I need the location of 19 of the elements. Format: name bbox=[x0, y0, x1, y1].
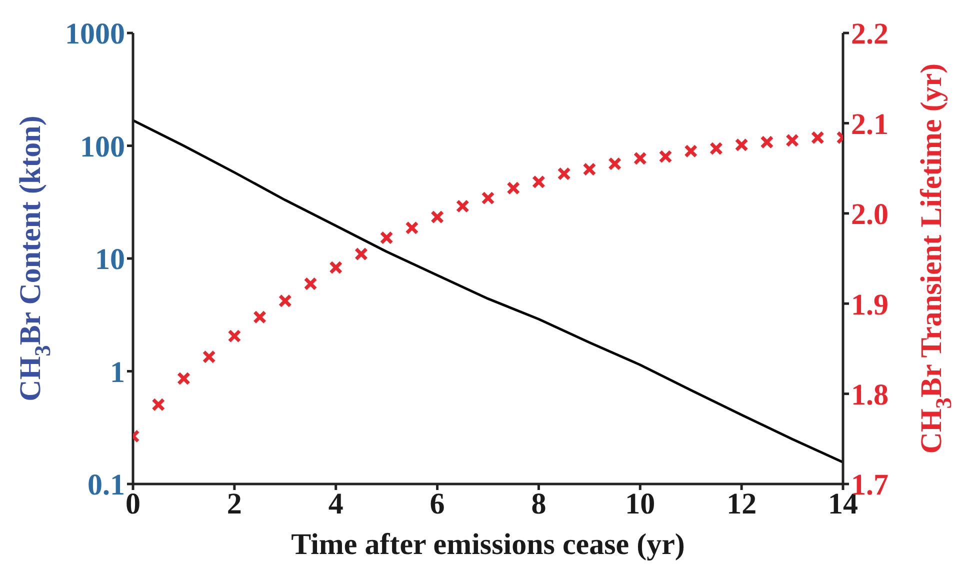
y-tick-label: 100 bbox=[80, 130, 125, 164]
x-axis-title: Time after emissions cease (yr) bbox=[291, 528, 685, 561]
x-tick-label: 6 bbox=[430, 487, 445, 520]
line-series bbox=[133, 119, 843, 464]
y-tick-label: 1000 bbox=[65, 18, 125, 51]
y-tick-label: 1 bbox=[110, 356, 125, 389]
x-tick-label: 10 bbox=[625, 487, 656, 520]
y2-tick-label: 2.0 bbox=[851, 198, 888, 232]
y2-tick-label: 1.9 bbox=[851, 288, 888, 322]
y2-tick-label: 1.8 bbox=[851, 378, 888, 412]
x-tick-label: 8 bbox=[531, 487, 546, 520]
x-tick-label: 2 bbox=[226, 487, 242, 520]
y-tick-label: 10 bbox=[95, 243, 125, 276]
y2-tick-label: 2.1 bbox=[851, 108, 888, 141]
x-tick-label: 0 bbox=[126, 487, 140, 520]
y-tick-label: 0.1 bbox=[88, 468, 125, 502]
x-tick-label: 12 bbox=[726, 487, 757, 520]
x-tick-label: 4 bbox=[328, 487, 344, 520]
y2-tick-label: 2.2 bbox=[851, 18, 888, 51]
